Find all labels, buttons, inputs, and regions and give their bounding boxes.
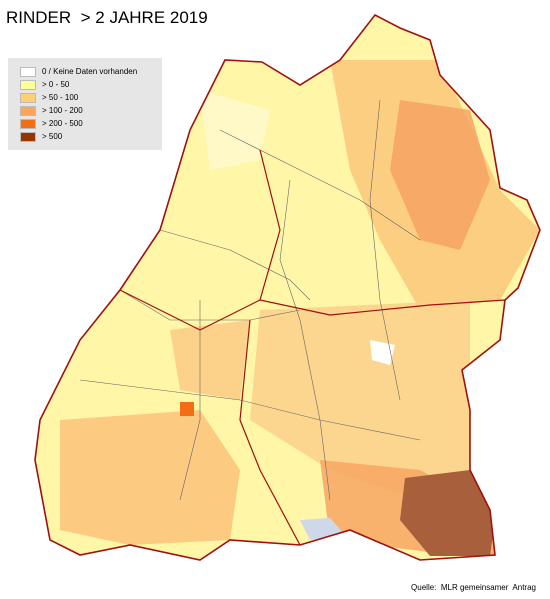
- legend-swatch: [20, 67, 36, 77]
- legend-swatch: [20, 106, 36, 116]
- legend-swatch: [20, 132, 36, 142]
- legend-label: > 50 - 100: [42, 93, 79, 102]
- legend-label: 0 / Keine Daten vorhanden: [42, 67, 138, 76]
- legend-swatch: [20, 93, 36, 103]
- legend: 0 / Keine Daten vorhanden > 0 - 50 > 50 - …: [8, 58, 162, 150]
- legend-label: > 200 - 500: [42, 119, 83, 128]
- source-note: Quelle: MLR gemeinsamer Antrag: [411, 583, 536, 592]
- legend-swatch: [20, 80, 36, 90]
- legend-label: > 0 - 50: [42, 80, 70, 89]
- legend-label: > 500: [42, 132, 63, 141]
- map-title: RINDER > 2 JAHRE 2019: [6, 8, 208, 27]
- legend-label: > 100 - 200: [42, 106, 83, 115]
- legend-swatch: [20, 119, 36, 129]
- region-borders: [119, 149, 506, 546]
- district-borders: [79, 99, 421, 501]
